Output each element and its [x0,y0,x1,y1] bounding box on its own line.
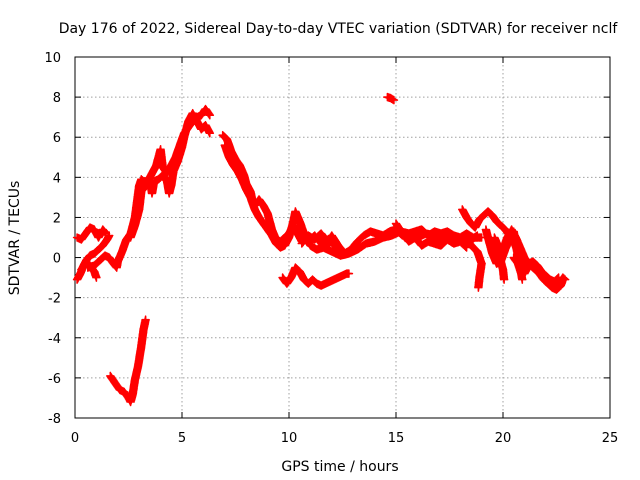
series-trace-e [126,108,215,242]
y-tick-label: -8 [48,412,61,427]
series-trace-n [462,235,486,292]
data-point [541,271,554,284]
grid-lines [75,57,610,418]
plot-frame [74,56,611,419]
data-point [499,275,509,284]
series-trace-f [106,315,150,407]
x-tick-label: 5 [178,431,186,446]
x-axis-label: GPS time / hours [281,459,398,475]
data-point [344,269,354,278]
series-trace-l [383,92,399,105]
data-point [560,275,570,284]
y-tick-label: 6 [53,131,61,146]
y-tick-label: 4 [53,171,61,186]
y-tick-label: 8 [53,91,61,106]
data-point [205,110,215,120]
data-point [327,231,342,249]
x-tick-label: 20 [495,431,512,446]
data-point [518,275,527,284]
y-tick-label: 10 [44,51,61,66]
data-point [537,267,550,280]
data-point [554,273,563,282]
data-point [558,273,569,283]
series-trace-q [488,237,509,284]
series-trace-k [278,263,354,290]
series-trace-j [391,219,471,252]
y-tick-label: 0 [53,252,61,267]
data-point [386,93,398,104]
data-point [391,219,407,237]
data-point [205,128,215,138]
series-trace-r [509,253,527,284]
data-point [92,273,101,282]
y-tick-label: -4 [48,332,61,347]
data-point [141,315,150,324]
chart-title: Day 176 of 2022, Sidereal Day-to-day VTE… [59,21,619,37]
data-point [137,326,148,351]
data-point [104,231,114,240]
data-point [137,175,147,185]
x-tick-label: 0 [71,431,79,446]
x-tick-label: 25 [602,431,619,446]
x-tick-label: 10 [281,431,298,446]
y-tick-label: -2 [48,292,61,307]
y-axis-label: SDTVAR / TECUs [7,181,23,296]
series-trace-i [297,225,486,258]
y-tick-label: -6 [48,372,61,387]
axis-ticks: 0 5 10 15 20 25 -8 -6 -4 -2 0 2 4 6 8 10 [44,51,618,446]
data-point [389,95,399,105]
x-tick-label: 15 [388,431,405,446]
data-point [291,263,304,276]
series-layer [72,92,570,407]
data-point [133,342,146,371]
data-point [353,232,368,246]
data-point [284,218,298,242]
data-point [474,283,483,292]
y-tick-label: 2 [53,211,61,226]
